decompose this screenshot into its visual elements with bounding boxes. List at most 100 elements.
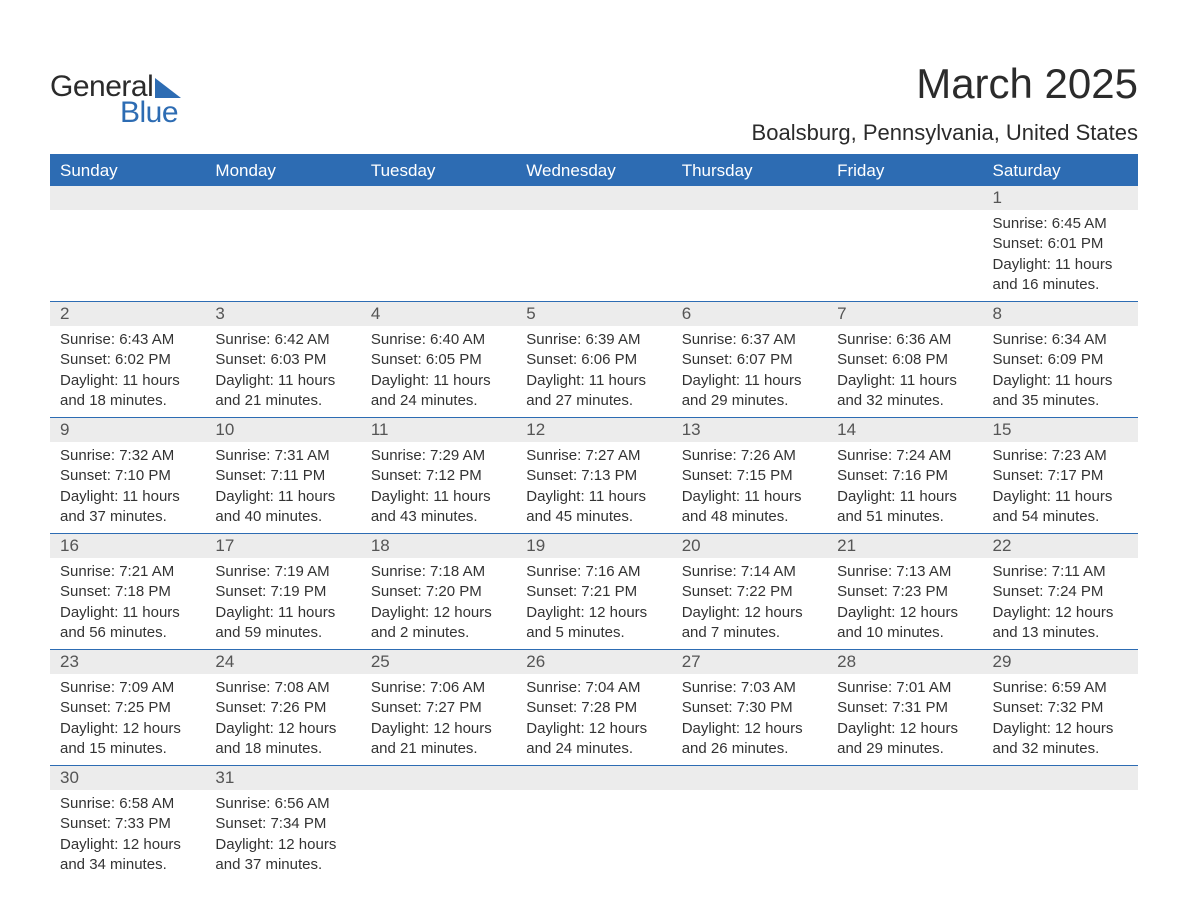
day-number: 13 [672,418,827,442]
daylight-line: Daylight: 12 hours and 29 minutes. [837,719,972,760]
day-details-cell: Sunrise: 7:01 AMSunset: 7:31 PMDaylight:… [827,674,982,766]
day-details: Sunrise: 7:13 AMSunset: 7:23 PMDaylight:… [827,558,982,649]
sunrise-line: Sunrise: 7:06 AM [371,678,506,698]
day-details-cell: Sunrise: 7:13 AMSunset: 7:23 PMDaylight:… [827,558,982,650]
week-daynum-row: 1 [50,186,1138,210]
day-number: 24 [205,650,360,674]
daylight-line: Daylight: 11 hours and 56 minutes. [60,603,195,644]
day-details: Sunrise: 7:31 AMSunset: 7:11 PMDaylight:… [205,442,360,533]
sunset-line: Sunset: 7:24 PM [993,582,1128,602]
sunrise-line: Sunrise: 6:37 AM [682,330,817,350]
day-details-cell: Sunrise: 7:11 AMSunset: 7:24 PMDaylight:… [983,558,1138,650]
day-details-cell [50,210,205,302]
week-details-row: Sunrise: 6:45 AMSunset: 6:01 PMDaylight:… [50,210,1138,302]
sunset-line: Sunset: 7:10 PM [60,466,195,486]
day-number: 21 [827,534,982,558]
day-number-cell: 13 [672,418,827,443]
day-details: Sunrise: 7:01 AMSunset: 7:31 PMDaylight:… [827,674,982,765]
sunrise-line: Sunrise: 6:58 AM [60,794,195,814]
daylight-line: Daylight: 12 hours and 7 minutes. [682,603,817,644]
daylight-line: Daylight: 12 hours and 34 minutes. [60,835,195,876]
daylight-line: Daylight: 11 hours and 48 minutes. [682,487,817,528]
title-block: March 2025 Boalsburg, Pennsylvania, Unit… [752,40,1138,146]
day-number [827,766,982,788]
day-details: Sunrise: 7:14 AMSunset: 7:22 PMDaylight:… [672,558,827,649]
daylight-line: Daylight: 11 hours and 21 minutes. [215,371,350,412]
sunrise-line: Sunrise: 7:03 AM [682,678,817,698]
week-details-row: Sunrise: 7:21 AMSunset: 7:18 PMDaylight:… [50,558,1138,650]
day-details: Sunrise: 7:09 AMSunset: 7:25 PMDaylight:… [50,674,205,765]
sunrise-line: Sunrise: 6:40 AM [371,330,506,350]
day-details [827,210,982,220]
sunset-line: Sunset: 7:34 PM [215,814,350,834]
day-number-cell: 9 [50,418,205,443]
sunrise-line: Sunrise: 7:19 AM [215,562,350,582]
day-details [672,790,827,800]
day-number: 25 [361,650,516,674]
day-details-cell: Sunrise: 7:04 AMSunset: 7:28 PMDaylight:… [516,674,671,766]
daylight-line: Daylight: 12 hours and 10 minutes. [837,603,972,644]
sunrise-line: Sunrise: 7:04 AM [526,678,661,698]
daylight-line: Daylight: 11 hours and 32 minutes. [837,371,972,412]
sunrise-line: Sunrise: 6:34 AM [993,330,1128,350]
day-number: 11 [361,418,516,442]
day-number-cell: 4 [361,302,516,327]
day-number-cell: 3 [205,302,360,327]
day-number [361,186,516,208]
day-number: 30 [50,766,205,790]
calendar-table: SundayMondayTuesdayWednesdayThursdayFrid… [50,154,1138,881]
day-number [516,766,671,788]
day-number: 27 [672,650,827,674]
day-details: Sunrise: 7:29 AMSunset: 7:12 PMDaylight:… [361,442,516,533]
week-daynum-row: 2345678 [50,302,1138,327]
day-details-cell: Sunrise: 7:23 AMSunset: 7:17 PMDaylight:… [983,442,1138,534]
daylight-line: Daylight: 11 hours and 18 minutes. [60,371,195,412]
day-number-cell [516,766,671,791]
week-details-row: Sunrise: 7:09 AMSunset: 7:25 PMDaylight:… [50,674,1138,766]
day-details-cell [672,210,827,302]
calendar-body: 1Sunrise: 6:45 AMSunset: 6:01 PMDaylight… [50,186,1138,881]
sunset-line: Sunset: 7:20 PM [371,582,506,602]
day-number: 3 [205,302,360,326]
sunrise-line: Sunrise: 6:42 AM [215,330,350,350]
day-details [361,790,516,800]
day-details [672,210,827,220]
sunset-line: Sunset: 6:02 PM [60,350,195,370]
day-details-cell: Sunrise: 6:42 AMSunset: 6:03 PMDaylight:… [205,326,360,418]
day-details: Sunrise: 6:56 AMSunset: 7:34 PMDaylight:… [205,790,360,881]
day-details-cell: Sunrise: 7:03 AMSunset: 7:30 PMDaylight:… [672,674,827,766]
daylight-line: Daylight: 11 hours and 27 minutes. [526,371,661,412]
sunrise-line: Sunrise: 6:39 AM [526,330,661,350]
sunrise-line: Sunrise: 7:27 AM [526,446,661,466]
day-details-cell: Sunrise: 6:40 AMSunset: 6:05 PMDaylight:… [361,326,516,418]
day-number-cell: 18 [361,534,516,559]
sunset-line: Sunset: 6:06 PM [526,350,661,370]
day-number-cell: 12 [516,418,671,443]
day-details-cell: Sunrise: 6:59 AMSunset: 7:32 PMDaylight:… [983,674,1138,766]
daylight-line: Daylight: 12 hours and 24 minutes. [526,719,661,760]
day-number-cell: 19 [516,534,671,559]
daylight-line: Daylight: 12 hours and 26 minutes. [682,719,817,760]
day-details-cell: Sunrise: 6:56 AMSunset: 7:34 PMDaylight:… [205,790,360,881]
sunset-line: Sunset: 7:15 PM [682,466,817,486]
week-details-row: Sunrise: 7:32 AMSunset: 7:10 PMDaylight:… [50,442,1138,534]
day-details [205,210,360,220]
day-number [361,766,516,788]
day-number: 28 [827,650,982,674]
day-number: 17 [205,534,360,558]
daylight-line: Daylight: 11 hours and 59 minutes. [215,603,350,644]
sunset-line: Sunset: 7:26 PM [215,698,350,718]
day-number: 6 [672,302,827,326]
sunset-line: Sunset: 7:23 PM [837,582,972,602]
daylight-line: Daylight: 12 hours and 15 minutes. [60,719,195,760]
day-number [672,766,827,788]
daylight-line: Daylight: 12 hours and 21 minutes. [371,719,506,760]
day-number-cell [516,186,671,210]
day-number-cell: 28 [827,650,982,675]
day-details: Sunrise: 6:37 AMSunset: 6:07 PMDaylight:… [672,326,827,417]
week-details-row: Sunrise: 6:58 AMSunset: 7:33 PMDaylight:… [50,790,1138,881]
logo-text-blue: Blue [120,96,181,130]
day-details: Sunrise: 7:18 AMSunset: 7:20 PMDaylight:… [361,558,516,649]
sunset-line: Sunset: 7:16 PM [837,466,972,486]
day-number-cell: 16 [50,534,205,559]
